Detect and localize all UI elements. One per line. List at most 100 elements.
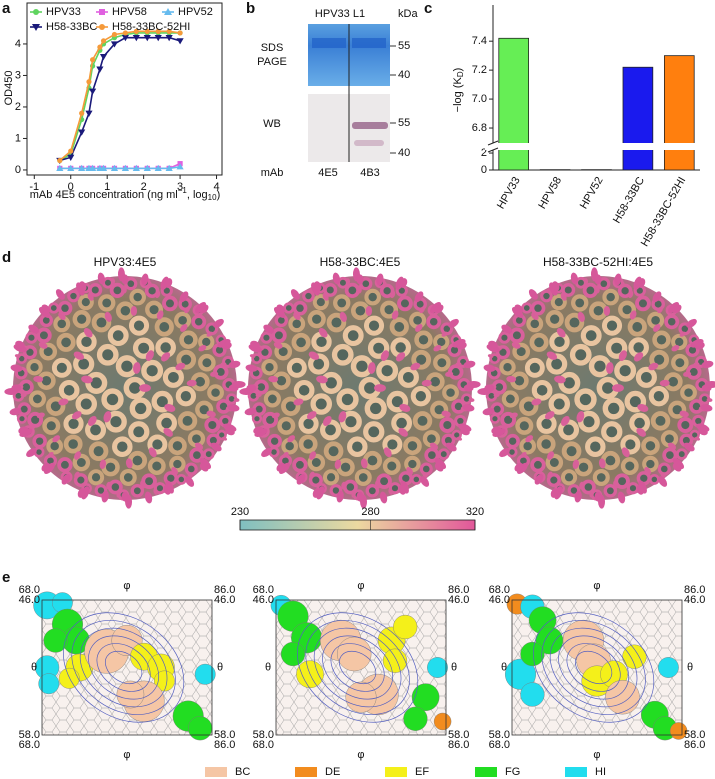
density-contour [339,650,377,685]
legend-label: HI [595,766,606,778]
rim-loop [617,491,626,504]
capsomere [580,479,596,495]
rim-loop [253,426,263,434]
density-contour [322,635,393,700]
surface-loop [351,491,356,498]
capsomere [28,390,47,408]
panel-letter: d [2,249,11,266]
rim-loop [658,476,668,487]
panel-letter: c [424,0,432,17]
rim-loop [511,307,524,318]
capsomere [680,384,697,402]
surface-loop [679,410,689,418]
bar [663,55,695,171]
capsomere [564,312,585,333]
capsomere [292,457,308,473]
legend-label: H58-33BC [46,21,97,33]
marker-label: 40 [398,69,410,81]
capsomere [410,386,432,407]
residue-patch [403,706,428,731]
panel-letter: b [246,0,255,17]
rim-loop [290,289,300,300]
legend-label: BC [235,766,250,778]
surface-loop [637,403,649,412]
capsomere [177,411,198,431]
rim-loop [185,476,195,487]
surface-loop [175,362,186,371]
surface-loop [621,447,630,458]
rim-loop [483,364,496,372]
capsomere [107,479,123,495]
capsomere [376,359,399,382]
surface-loop [577,311,585,322]
capsomere [141,359,164,382]
rim-loop [668,301,679,314]
surface-loop [180,324,188,332]
capsomere [501,390,520,408]
unit: kDa [398,8,418,20]
capsomere [635,295,651,312]
capsomere [614,359,637,382]
surface-loop [156,310,164,320]
surface-loop [531,398,542,406]
surface-loop [273,341,283,349]
label-part: 10 [208,193,217,202]
surface-loop [525,435,534,443]
capsomere [277,416,296,435]
capsomere [331,343,354,366]
surface-loop [694,436,701,441]
surface-loop [334,459,342,470]
surface-loop [71,411,82,420]
capsomere [261,359,278,376]
rim-loop [482,407,495,416]
capsomere [675,448,688,460]
rim-loop [701,360,714,369]
density-contour [63,612,185,723]
roadmap-frame [511,599,683,736]
corner-label: 46.0 [489,594,510,606]
x-tick-label: 3 [177,181,183,193]
rim-loop [261,448,272,458]
rim-loop [164,278,173,288]
surface-loop [576,411,585,423]
surface-loop [271,412,280,419]
surface-loop [383,447,392,458]
corner-label: 68.0 [253,584,274,596]
rim-loop [245,364,258,372]
density-contour [575,650,613,685]
capsomere [87,469,105,486]
capsomere [101,388,124,411]
rim-loop [594,491,602,502]
axis-symbol: φ [123,749,130,761]
surface-loop [544,411,555,420]
surface-loop [206,410,216,418]
rim-loop [228,360,241,369]
capsomere [179,330,198,350]
capsomere [561,441,582,462]
capsomere [267,433,282,449]
y-axis-label: OD450 [3,71,15,106]
capsomere [350,355,374,378]
capsid-map [4,267,246,509]
capsomere [652,330,671,350]
series-line [59,166,181,170]
surface-loop [421,379,432,387]
surface-loop [628,290,634,299]
surface-loop [606,362,614,374]
capsomere [198,333,215,351]
surface-loop [38,341,48,349]
rim-loop [574,490,582,503]
break-mark [487,140,499,146]
surface-loop [445,371,454,377]
surface-loop [81,375,93,384]
panel-letter: e [2,569,10,586]
label-part: −1 [178,186,188,195]
surface-loop [206,331,213,337]
marker [68,148,74,154]
surface-loop [163,427,173,437]
surface-loop [493,393,500,398]
map-title: HPV33:4E5 [94,255,157,269]
capsomere [536,434,556,454]
capsomere [145,300,164,319]
rim-loop [683,442,695,452]
